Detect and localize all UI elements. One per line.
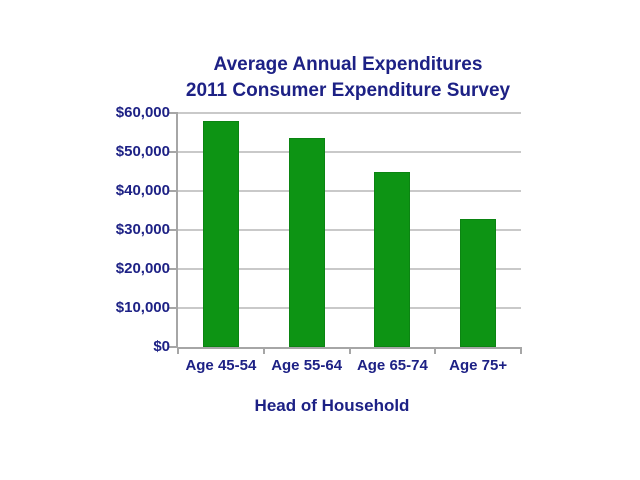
y-tick-label: $30,000: [115, 221, 170, 238]
gridline: [178, 229, 521, 231]
chart-title-line1: Average Annual Expenditures: [213, 54, 483, 75]
x-tick-label: Age 55-64: [271, 357, 343, 374]
gridline: [178, 190, 521, 192]
y-axis-tick: [169, 229, 178, 231]
y-axis-tick: [169, 307, 178, 309]
plot-area: [169, 112, 522, 354]
y-axis-tick: [169, 268, 178, 270]
y-tick-label: $50,000: [115, 143, 170, 160]
y-axis-tick: [169, 151, 178, 153]
x-axis-title: Head of Household: [254, 396, 410, 415]
chart-title: Average Annual Expenditures 2011 Consume…: [148, 52, 548, 104]
y-tick-label: $20,000: [115, 260, 170, 277]
y-tick-label: $40,000: [115, 182, 170, 199]
gridline: [178, 268, 521, 270]
y-axis-tick: [169, 346, 178, 348]
bar-age-65-74: [374, 172, 411, 347]
chart-title-line2: 2011 Consumer Expenditure Survey: [185, 80, 511, 101]
x-tick-label: Age 75+: [449, 357, 508, 374]
bar-age-45-54: [202, 120, 239, 347]
x-tick-label: Age 65-74: [356, 357, 428, 374]
gridline: [178, 112, 521, 114]
x-axis-tick: [177, 347, 179, 354]
bar-age-75+: [460, 218, 497, 347]
x-axis-tick: [348, 347, 351, 354]
bar-age-55-64: [288, 137, 325, 347]
y-tick-label: $0: [153, 338, 170, 355]
x-axis-tick: [434, 347, 437, 354]
x-axis-tick: [262, 347, 265, 354]
gridline: [178, 307, 521, 309]
x-tick-label: Age 45-54: [185, 357, 257, 374]
y-tick-label: $10,000: [115, 299, 170, 316]
y-axis-tick: [169, 190, 178, 192]
x-axis-tick: [520, 347, 522, 354]
y-axis-tick: [169, 112, 178, 114]
y-tick-label: $60,000: [115, 104, 170, 121]
gridline: [178, 151, 521, 153]
